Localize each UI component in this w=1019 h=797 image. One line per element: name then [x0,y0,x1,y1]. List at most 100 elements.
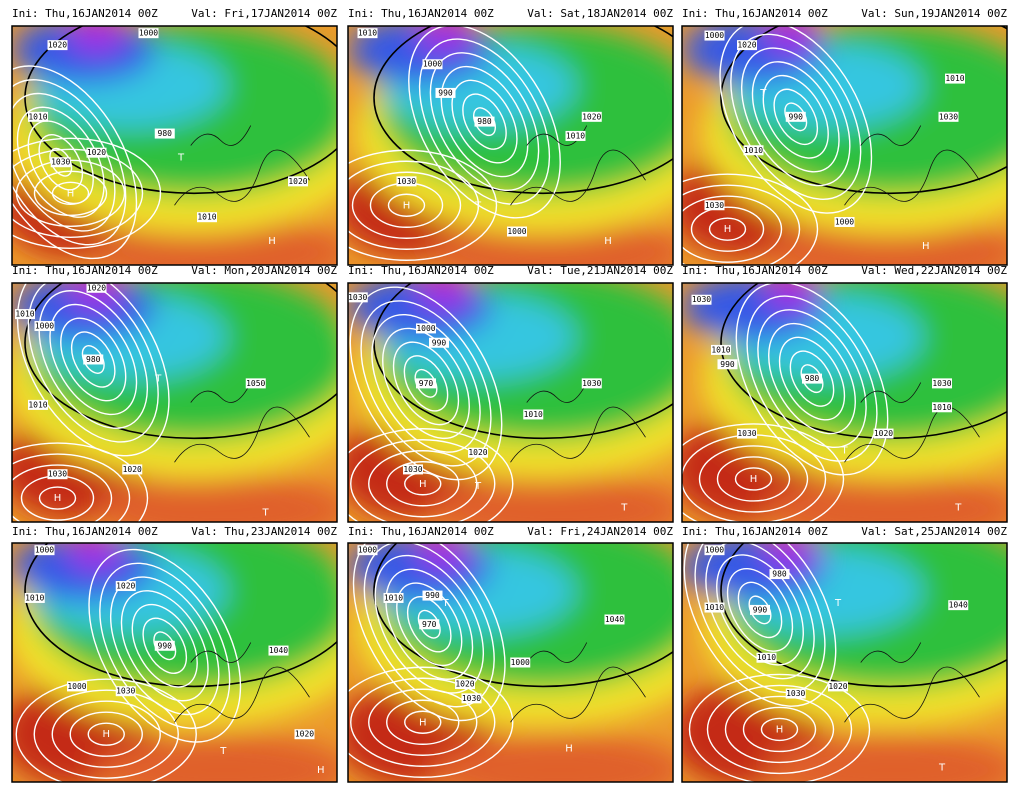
isobar-label: 1030 [116,687,135,696]
isobar [762,74,829,159]
pressure-center: H [419,717,427,728]
isobar-label: 1020 [582,112,601,121]
isobar-label: 1020 [828,682,847,691]
label-box [565,130,586,141]
label-box [50,157,71,168]
isobar-label: 980 [158,129,173,138]
coastline [844,642,980,723]
pressure-center: T [759,88,767,99]
isobar [688,673,871,782]
valid-time: Val: Sun,19JAN2014 00Z [861,7,1007,20]
isobar [368,450,478,518]
isobar-label: 990 [158,641,173,650]
isobar [70,331,116,388]
label-box [510,657,531,668]
isobar [408,26,561,219]
label-box [419,619,440,630]
front-line [24,26,337,195]
isobar-label: 1000 [35,322,54,331]
isobar [352,543,506,722]
label-box [154,640,175,651]
label-box [294,729,315,740]
init-time: Ini: Thu,16JAN2014 00Z [12,7,158,20]
isobar [69,711,143,757]
field-region [416,283,475,310]
label-box [138,28,159,39]
valid-time: Val: Mon,20JAN2014 00Z [191,264,337,277]
isobar-label: 1010 [705,603,724,612]
isobar [349,286,503,481]
isobar-label: 1010 [197,213,216,222]
label-box [383,592,404,603]
isobar [719,26,873,214]
label-box [357,545,378,556]
isobar [418,38,551,205]
isobar-label: 980 [86,355,101,364]
isobar [120,590,209,702]
label-box [403,464,423,475]
isobar-label: 1030 [403,465,422,474]
label-box [288,176,308,187]
isobar [142,617,188,674]
isobar [109,576,220,716]
label-box [932,402,952,413]
coastline [174,642,310,723]
isobar [698,445,809,513]
label-box [28,399,48,410]
map-border [681,282,1008,523]
label-box [756,652,777,663]
isobar [88,548,242,743]
isobar-label: 1040 [269,646,288,655]
label-box [785,111,806,122]
isobar [768,322,856,435]
isobar [742,706,817,753]
isobar [51,700,161,768]
label-box [581,378,602,389]
pressure-center: T [154,374,162,385]
label-box [245,378,266,389]
isobar-label: 980 [477,117,492,126]
isobar [682,173,819,265]
isobar-label: 1000 [423,60,442,69]
isobar-label: 1020 [295,730,314,739]
field-shading [348,26,673,265]
label-box [523,409,544,420]
isobar-label: 1010 [15,310,34,319]
isobar [12,79,127,246]
isobar [385,568,474,680]
label-box [461,693,482,704]
label-box [932,378,952,389]
weather-map: 1000 1020 1010 1030 1020 980 1020 1010 H T H [12,26,337,265]
isobar [12,464,113,522]
pressure-center: T [177,152,185,163]
isobar-label: 1020 [87,148,106,157]
isobar [348,428,514,522]
isobar [15,678,197,782]
label-box [704,602,725,613]
label-box [507,226,527,237]
label-box [86,147,107,158]
isobar-label: 1010 [744,146,763,155]
isobar-label: 1000 [705,546,724,555]
isobar [60,317,127,402]
field-region [763,26,822,53]
label-box [468,447,488,458]
valid-time: Val: Sat,18JAN2014 00Z [527,7,673,20]
isobar [99,562,231,729]
isobar-label: 1030 [692,295,711,304]
isobar-label: 970 [422,620,437,629]
isobar [730,33,862,201]
isobar [694,543,826,694]
label-box [785,688,806,699]
isobar [404,710,442,734]
pressure-center: H [419,479,427,490]
label-box [737,40,757,51]
field-region [93,474,337,522]
isobar-label: 990 [432,338,447,347]
isobar [49,303,138,416]
pressure-center: H [604,236,612,247]
label-box [604,614,625,625]
front-line [720,26,1007,195]
label-box [802,373,822,384]
label-box [154,128,175,139]
